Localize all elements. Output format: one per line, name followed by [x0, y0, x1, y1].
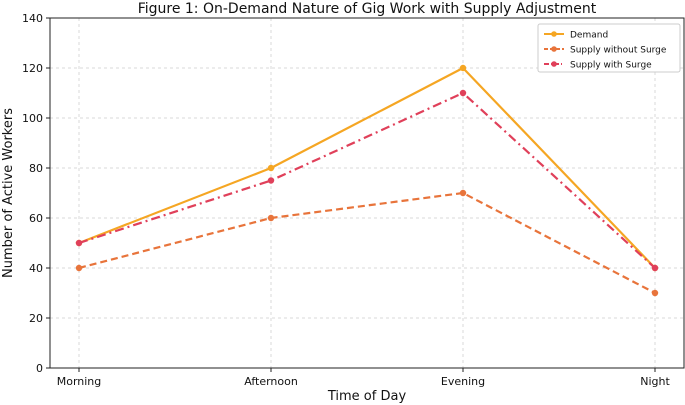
legend-box: [537, 23, 681, 73]
y-tick-label: 120: [22, 62, 43, 75]
chart-title: Figure 1: On-Demand Nature of Gig Work w…: [138, 1, 597, 17]
y-tick-label: 100: [22, 112, 43, 125]
x-tick-label: Afternoon: [244, 375, 298, 388]
series-line-supply-without-surge: [78, 191, 656, 294]
data-point-supply-without-surge: [267, 214, 275, 222]
x-tick-label: Night: [640, 375, 670, 388]
y-tick-label: 140: [22, 12, 43, 25]
data-point-supply-with-surge: [267, 177, 275, 184]
data-point-supply-with-surge: [75, 239, 83, 247]
data-point-supply-without-surge: [651, 289, 659, 297]
legend-label: Supply with Surge: [570, 61, 652, 71]
data-point-demand: [459, 64, 467, 72]
legend: Demand Supply without Surge Supply with Su…: [537, 23, 681, 73]
legend-marker: [551, 61, 557, 67]
y-axis-ticks: 0 20 40 60 80 100 120 140: [22, 12, 50, 375]
y-axis-label: Number of Active Workers: [1, 108, 16, 278]
plot-frame: [49, 17, 685, 369]
legend-marker: [551, 46, 557, 52]
y-tick-label: 20: [29, 312, 43, 325]
data-point-supply-without-surge: [75, 264, 83, 272]
legend-label: Demand: [570, 31, 608, 41]
data-point-supply-with-surge: [459, 89, 467, 97]
legend-marker: [551, 31, 557, 37]
legend-label: Supply without Surge: [570, 46, 667, 56]
data-point-supply-without-surge: [459, 189, 467, 197]
x-tick-label: Evening: [441, 375, 485, 388]
x-axis-ticks: Morning Afternoon Evening Night: [57, 368, 670, 388]
series-line-supply-with-surge: [78, 91, 656, 269]
x-tick-label: Morning: [57, 375, 102, 388]
y-tick-label: 0: [36, 362, 43, 375]
x-axis-label: Time of Day: [327, 389, 407, 404]
data-point-supply-with-surge: [651, 264, 659, 272]
series-line-demand: [78, 66, 656, 269]
series-layer: [75, 64, 659, 297]
y-tick-label: 60: [29, 212, 43, 225]
data-point-demand: [267, 164, 275, 172]
y-tick-label: 80: [29, 162, 43, 175]
y-tick-label: 40: [29, 262, 43, 275]
